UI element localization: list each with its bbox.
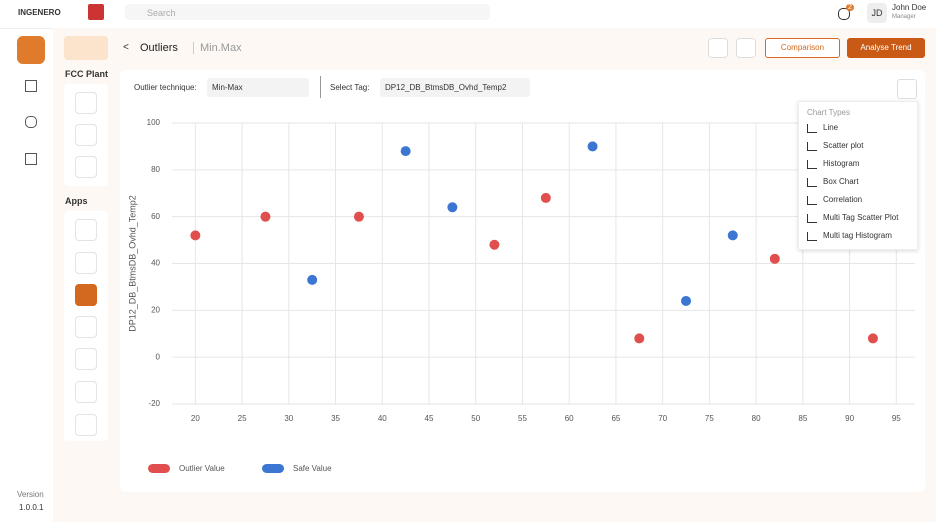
point <box>353 211 364 222</box>
x-tick-label: 90 <box>845 414 854 423</box>
point <box>447 202 458 213</box>
chart-type-menu: Chart Types Line Scatter plot Histogram Box… <box>798 101 918 250</box>
app-icon[interactable] <box>75 219 97 241</box>
x-tick-label: 80 <box>752 414 761 423</box>
x-tick-label: 55 <box>518 414 527 423</box>
x-tick-label: 20 <box>191 414 200 423</box>
x-tick-label: 45 <box>425 414 434 423</box>
download[interactable] <box>708 38 728 58</box>
y-tick-label: 40 <box>151 259 160 268</box>
chart-type-option[interactable]: Box Chart <box>799 173 917 191</box>
y-axis-label: DP12_DB_BtmsDB_Ovhd_Temp2 <box>127 195 137 332</box>
x-tick-label: 60 <box>565 414 574 423</box>
chart-type-option[interactable]: Multi tag Histogram <box>799 227 917 245</box>
app-icon[interactable] <box>75 316 97 338</box>
menu-title: Chart Types <box>807 108 850 117</box>
sidebar: Version 1.0.0.1 <box>0 28 54 522</box>
point <box>867 333 878 344</box>
notification-count: 2 <box>846 4 854 11</box>
plant-icon[interactable] <box>75 92 97 114</box>
chart-type-option[interactable]: Scatter plot <box>799 137 917 155</box>
nav-item[interactable] <box>25 153 37 165</box>
technique-select[interactable]: Min-Max <box>207 78 309 97</box>
legend-label: Outlier Value <box>179 464 225 473</box>
user-role: Manager <box>892 14 916 20</box>
point <box>489 239 500 250</box>
nav-item[interactable] <box>25 116 37 128</box>
menu-toggle[interactable] <box>64 36 108 60</box>
chart-type-option[interactable]: Correlation <box>799 191 917 209</box>
y-tick-label: 100 <box>147 118 161 127</box>
tag-select[interactable]: DP12_DB_BtmsDB_Ovhd_Temp2 <box>380 78 530 97</box>
avatar[interactable]: JD <box>867 3 887 23</box>
x-tick-label: 65 <box>611 414 620 423</box>
back[interactable]: < <box>123 42 129 53</box>
y-tick-label: 60 <box>151 212 160 221</box>
point <box>400 146 411 157</box>
nav-home[interactable] <box>17 36 45 64</box>
divider <box>320 76 321 98</box>
point <box>540 192 551 203</box>
tag-value: DP12_DB_BtmsDB_Ovhd_Temp2 <box>385 83 507 92</box>
x-tick-label: 95 <box>892 414 901 423</box>
y-tick-label: 0 <box>156 352 161 361</box>
settings[interactable] <box>736 38 756 58</box>
point <box>587 141 598 152</box>
app-icon[interactable] <box>75 348 97 370</box>
legend-swatch <box>148 464 170 473</box>
y-tick-label: 20 <box>151 305 160 314</box>
x-tick-label: 85 <box>798 414 807 423</box>
point <box>260 211 271 222</box>
plant-icon[interactable] <box>75 156 97 178</box>
x-tick-label: 50 <box>471 414 480 423</box>
y-tick-label: 80 <box>151 165 160 174</box>
app-icon-active[interactable] <box>75 284 97 306</box>
notification-icon[interactable]: 2 <box>838 4 854 20</box>
chart-type-option[interactable]: Line <box>799 119 917 137</box>
technique-label: Outlier technique: <box>134 83 197 92</box>
version-label: Version <box>17 490 44 499</box>
x-tick-label: 30 <box>284 414 293 423</box>
app-icon[interactable] <box>75 414 97 436</box>
chart: -20 0 20 40 60 80 100 20 25 30 35 40 45 50 55 60 65 70 75 8… <box>127 118 915 473</box>
brand-icon <box>88 4 104 20</box>
point <box>307 274 318 285</box>
page-title: Outliers <box>140 42 178 54</box>
point <box>634 333 645 344</box>
analyse-button[interactable]: Analyse Trend <box>847 38 925 58</box>
x-tick-label: 40 <box>378 414 387 423</box>
point <box>190 230 201 241</box>
search-placeholder: Search <box>147 8 176 18</box>
point <box>681 295 692 306</box>
comparison-button[interactable]: Comparison <box>765 38 840 58</box>
y-tick-label: -20 <box>148 399 160 408</box>
section-title: FCC Plant <box>65 69 109 79</box>
logo: INGENERO <box>18 8 61 17</box>
user-name: John Doe <box>892 3 927 12</box>
technique-value: Min-Max <box>212 83 243 92</box>
app-icon[interactable] <box>75 252 97 274</box>
version: 1.0.0.1 <box>19 503 44 512</box>
chart-type-option[interactable]: Histogram <box>799 155 917 173</box>
legend-swatch <box>262 464 284 473</box>
chart-type-button[interactable] <box>897 79 917 99</box>
x-tick-label: 70 <box>658 414 667 423</box>
nav-item[interactable] <box>25 80 37 92</box>
app-icon[interactable] <box>75 381 97 403</box>
chart-type-option[interactable]: Multi Tag Scatter Plot <box>799 209 917 227</box>
x-tick-label: 35 <box>331 414 340 423</box>
top-bar: INGENERO Search 2 JD John Doe Manager <box>0 0 936 29</box>
section-title: Apps <box>65 196 88 206</box>
tag-label: Select Tag: <box>330 83 370 92</box>
x-tick-label: 25 <box>238 414 247 423</box>
legend-label: Safe Value <box>293 464 332 473</box>
point <box>769 253 780 264</box>
plant-icon[interactable] <box>75 124 97 146</box>
page-subtitle: Min.Max <box>193 42 242 54</box>
search-box[interactable]: Search <box>125 4 490 20</box>
x-tick-label: 75 <box>705 414 714 423</box>
point <box>727 230 738 241</box>
